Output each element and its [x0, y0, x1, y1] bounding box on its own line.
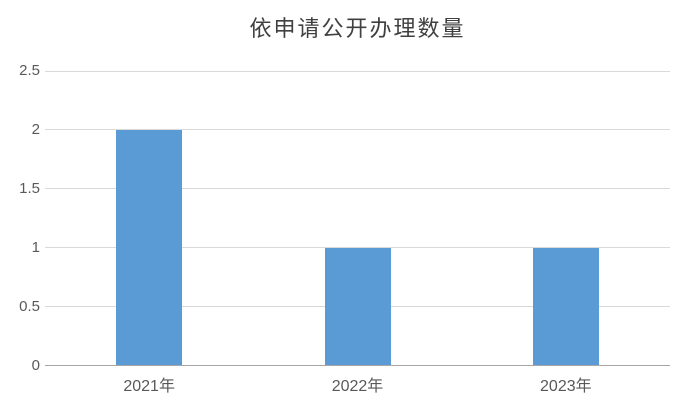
gridline [45, 129, 670, 131]
y-axis-tick-label: 0.5 [19, 297, 40, 315]
y-axis-tick-label: 0 [31, 356, 40, 374]
x-axis-tick-label: 2021年 [123, 377, 175, 395]
chart-title: 依申请公开办理数量 [249, 16, 466, 41]
gridline [45, 70, 670, 72]
y-axis-tick-label: 1 [31, 238, 40, 256]
y-axis-tick-label: 2 [31, 120, 40, 138]
y-axis-tick-label: 1.5 [19, 179, 40, 197]
y-axis-tick-label: 2.5 [19, 62, 40, 79]
gridline [45, 188, 670, 190]
bar-2023年 [532, 247, 599, 366]
x-axis-tick-label: 2023年 [540, 377, 592, 395]
x-axis-line [45, 365, 670, 366]
x-axis-tick-label: 2022年 [331, 377, 384, 395]
bar-2021年 [116, 129, 183, 366]
bar-2022年 [324, 247, 391, 366]
